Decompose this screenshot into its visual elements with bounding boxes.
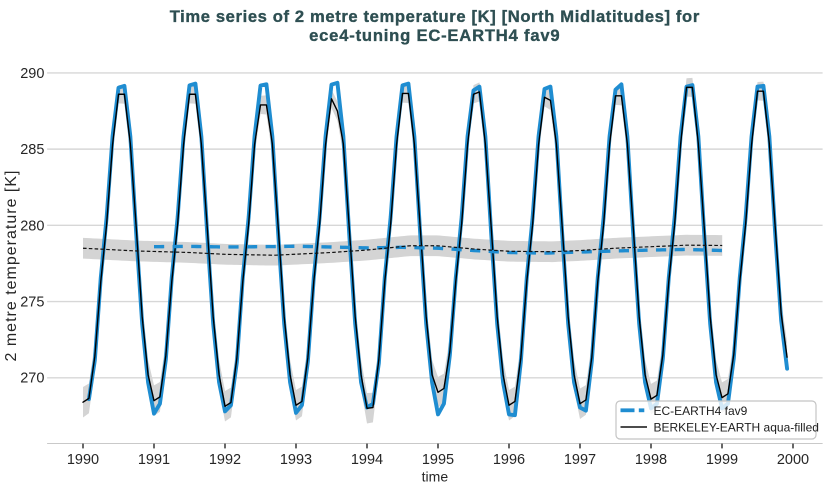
svg-text:2 metre temperature [K]: 2 metre temperature [K]	[3, 170, 20, 362]
svg-text:285: 285	[20, 142, 44, 158]
svg-text:1997: 1997	[564, 452, 596, 468]
svg-text:1992: 1992	[209, 452, 241, 468]
svg-text:1991: 1991	[138, 452, 170, 468]
svg-text:EC-EARTH4 fav9: EC-EARTH4 fav9	[654, 404, 748, 418]
svg-text:BERKELEY-EARTH aqua-filled: BERKELEY-EARTH aqua-filled	[654, 420, 819, 434]
svg-text:ece4-tuning EC-EARTH4 fav9: ece4-tuning EC-EARTH4 fav9	[309, 26, 560, 45]
svg-text:1993: 1993	[280, 452, 312, 468]
svg-text:1999: 1999	[706, 452, 738, 468]
svg-text:1990: 1990	[67, 452, 99, 468]
svg-text:1996: 1996	[493, 452, 525, 468]
svg-text:290: 290	[20, 66, 44, 82]
svg-text:1998: 1998	[635, 452, 667, 468]
svg-text:275: 275	[20, 294, 44, 310]
svg-text:1995: 1995	[422, 452, 454, 468]
svg-text:270: 270	[20, 371, 44, 387]
svg-text:time: time	[422, 469, 449, 485]
svg-text:280: 280	[20, 218, 44, 234]
svg-text:2000: 2000	[777, 452, 809, 468]
svg-text:1994: 1994	[351, 452, 383, 468]
svg-text:Time series of 2 metre tempera: Time series of 2 metre temperature [K] […	[170, 7, 700, 26]
